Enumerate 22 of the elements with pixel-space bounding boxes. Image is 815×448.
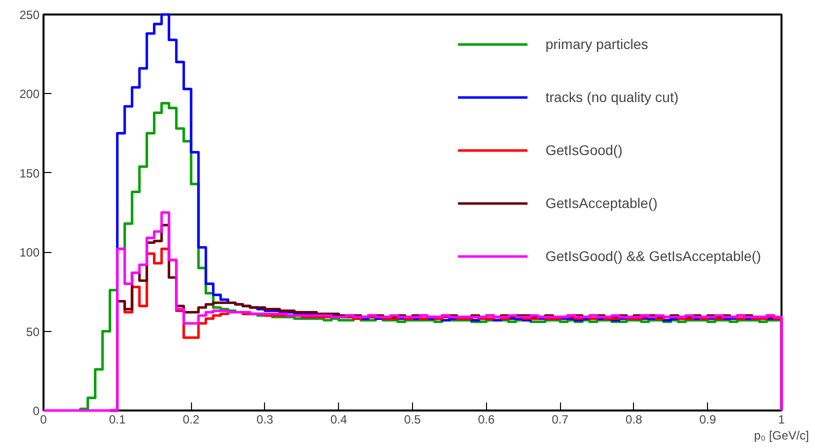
y-tick-label: 50 [26, 324, 40, 339]
y-tick-label: 0 [32, 404, 40, 418]
x-tick-label: 0.8 [626, 412, 643, 426]
x-tick-label: 0.2 [182, 412, 200, 426]
y-tick-label: 250 [19, 8, 40, 22]
x-tick-label: 0.3 [256, 412, 274, 426]
legend-label: GetIsGood() [545, 142, 622, 158]
x-tick-label: 0.7 [552, 412, 569, 426]
x-tick-label: 0.1 [108, 412, 126, 426]
x-axis-title: p₀ [GeV/c] [754, 428, 810, 442]
x-tick-label: 0.5 [404, 412, 422, 426]
x-tick-label: 0.9 [699, 412, 716, 426]
y-tick-label: 150 [19, 166, 40, 180]
x-tick-label: 0.6 [478, 412, 495, 426]
legend-label: tracks (no quality cut) [545, 89, 679, 105]
x-tick-label: 1 [778, 412, 786, 426]
y-tick-label: 100 [19, 246, 40, 260]
legend-label: GetIsAcceptable() [545, 195, 658, 211]
legend-label: GetIsGood() && GetIsAcceptable() [545, 248, 761, 264]
legend-label: primary particles [545, 36, 648, 52]
x-tick-label: 0.4 [330, 412, 348, 426]
y-tick-label: 200 [19, 87, 40, 102]
